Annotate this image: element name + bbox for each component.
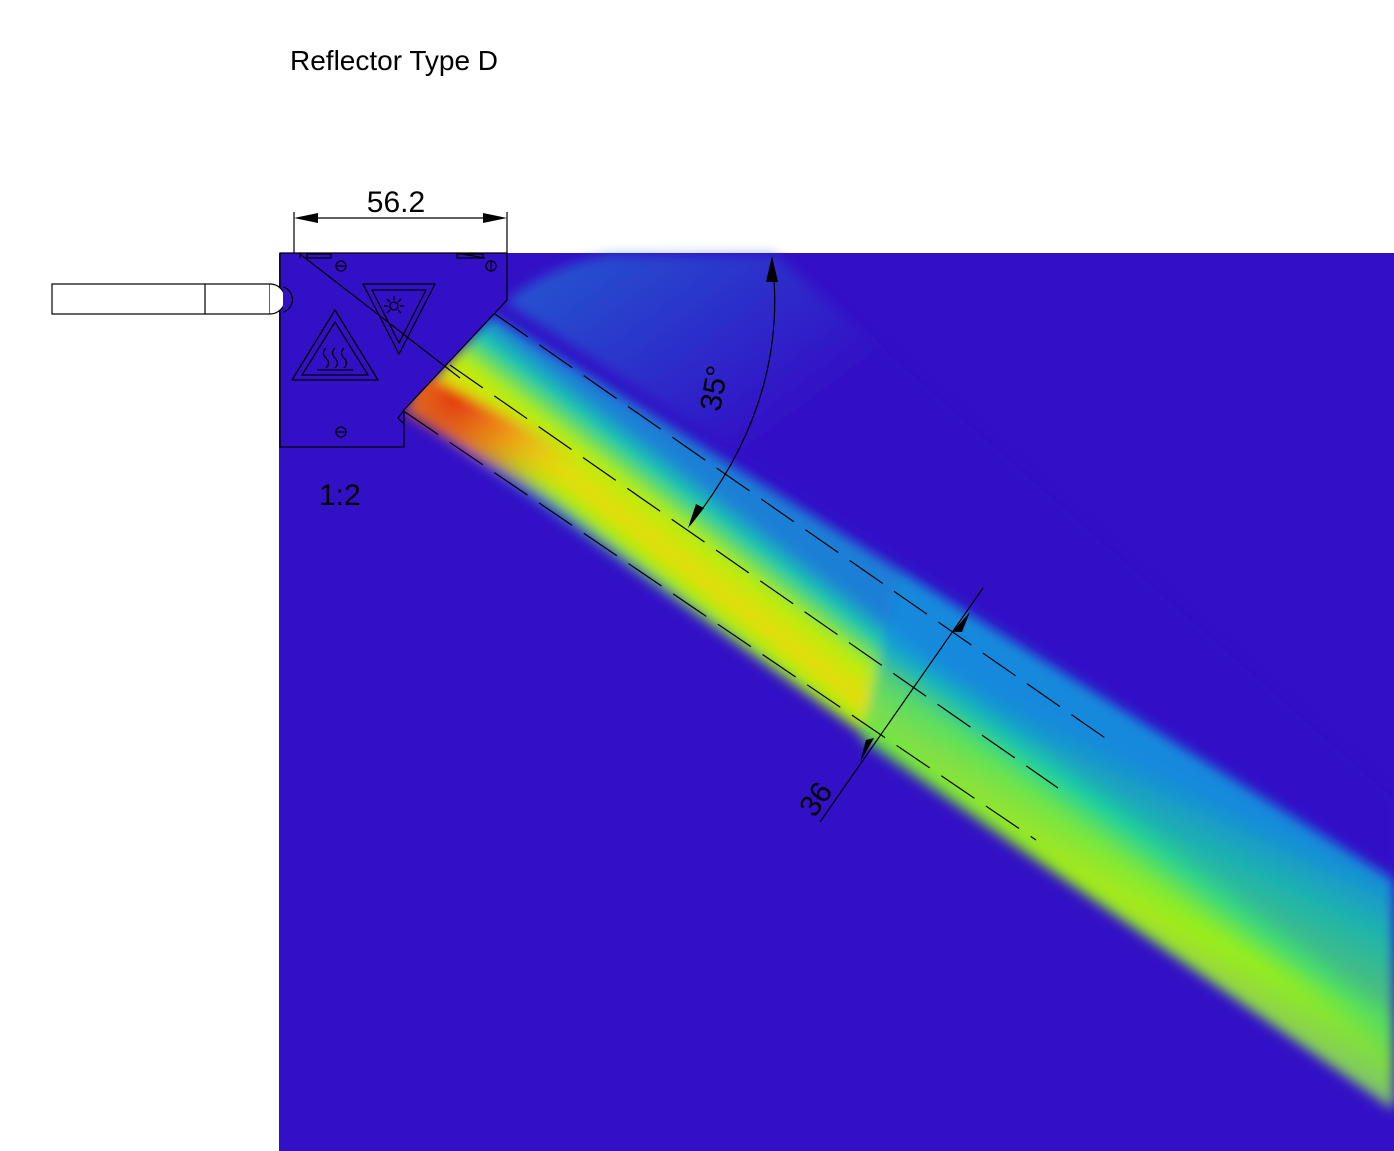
scatter-glow <box>505 255 1394 880</box>
width-dimension <box>293 212 508 253</box>
angle-label: 35° <box>694 363 734 413</box>
laser-warning-icon <box>362 283 436 355</box>
light-beam <box>405 315 1394 1110</box>
screw-icon <box>335 260 497 438</box>
scale-label: 1:2 <box>319 479 361 512</box>
page-title: Reflector Type D <box>290 45 498 76</box>
lamp-tube <box>51 283 294 315</box>
angle-dimension <box>688 256 778 528</box>
hot-surface-warning-icon <box>291 309 379 381</box>
width-label: 56.2 <box>367 186 425 219</box>
beam-width-dimension <box>819 587 984 823</box>
beam-guide-lines <box>299 253 1109 841</box>
